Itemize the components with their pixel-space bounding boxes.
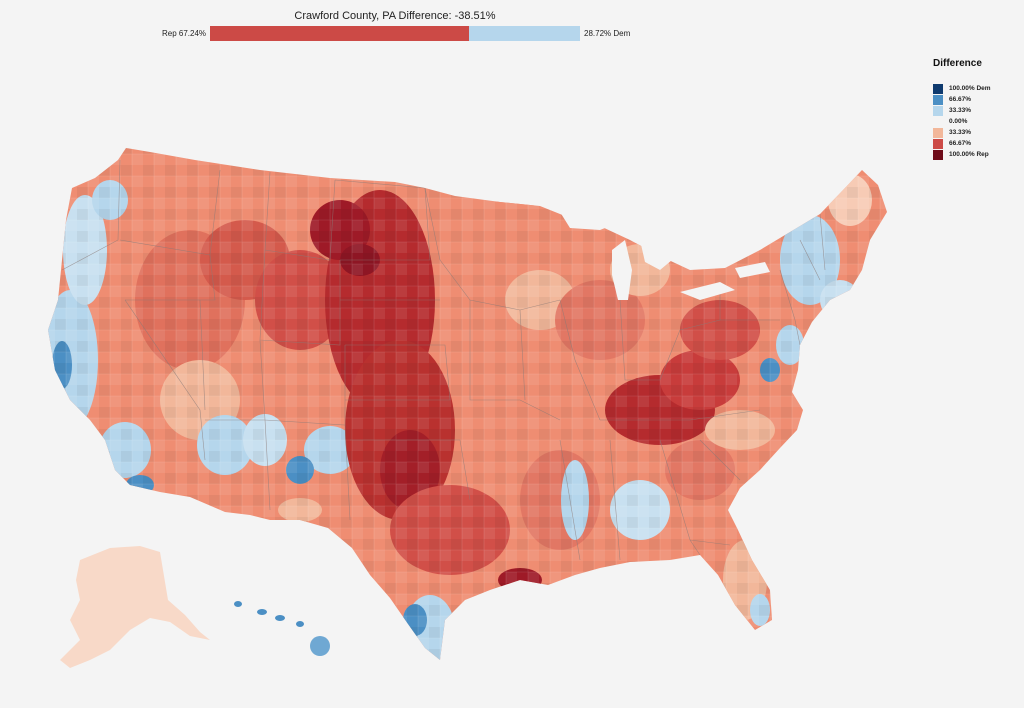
legend-item: 66.67% — [933, 138, 1023, 149]
state-borders — [61, 159, 826, 561]
rep-share-label: Rep 67.24% — [161, 29, 206, 38]
legend-label: 66.67% — [949, 96, 972, 103]
legend-swatch — [933, 105, 943, 116]
hawaii — [234, 601, 330, 656]
legend: Difference 100.00% Dem 66.67% 33.33% 0.00% 3… — [933, 58, 1023, 160]
legend-swatch — [933, 94, 943, 105]
legend-label: 33.33% — [949, 129, 972, 136]
dem-share-segment — [469, 26, 580, 41]
rep-share-segment — [210, 26, 470, 41]
vote-header: Crawford County, PA Difference: -38.51% … — [0, 6, 1024, 46]
legend-item: 100.00% Dem — [933, 83, 1023, 94]
legend-label: 33.33% — [949, 107, 972, 114]
legend-item: 33.33% — [933, 105, 1023, 116]
dem-share-label: 28.72% Dem — [584, 29, 631, 38]
legend-item: 0.00% — [933, 116, 1023, 127]
legend-swatch — [933, 149, 943, 160]
legend-swatch — [933, 116, 943, 127]
legend-label: 66.67% — [949, 140, 972, 147]
legend-label: 100.00% Rep — [949, 151, 989, 158]
legend-item: 100.00% Rep — [933, 149, 1023, 160]
legend-items: 100.00% Dem 66.67% 33.33% 0.00% 33.33% 66.67%… — [933, 83, 1023, 160]
legend-swatch — [933, 83, 943, 94]
vote-share-bar — [210, 26, 580, 41]
legend-label: 100.00% Dem — [949, 85, 991, 92]
great-lakes — [560, 210, 770, 300]
alaska — [60, 546, 210, 668]
legend-swatch — [933, 138, 943, 149]
county-title: Crawford County, PA Difference: -38.51% — [294, 10, 496, 22]
legend-item: 66.67% — [933, 94, 1023, 105]
legend-title: Difference — [933, 58, 982, 69]
legend-label: 0.00% — [949, 118, 968, 125]
legend-item: 33.33% — [933, 127, 1023, 138]
legend-swatch — [933, 127, 943, 138]
